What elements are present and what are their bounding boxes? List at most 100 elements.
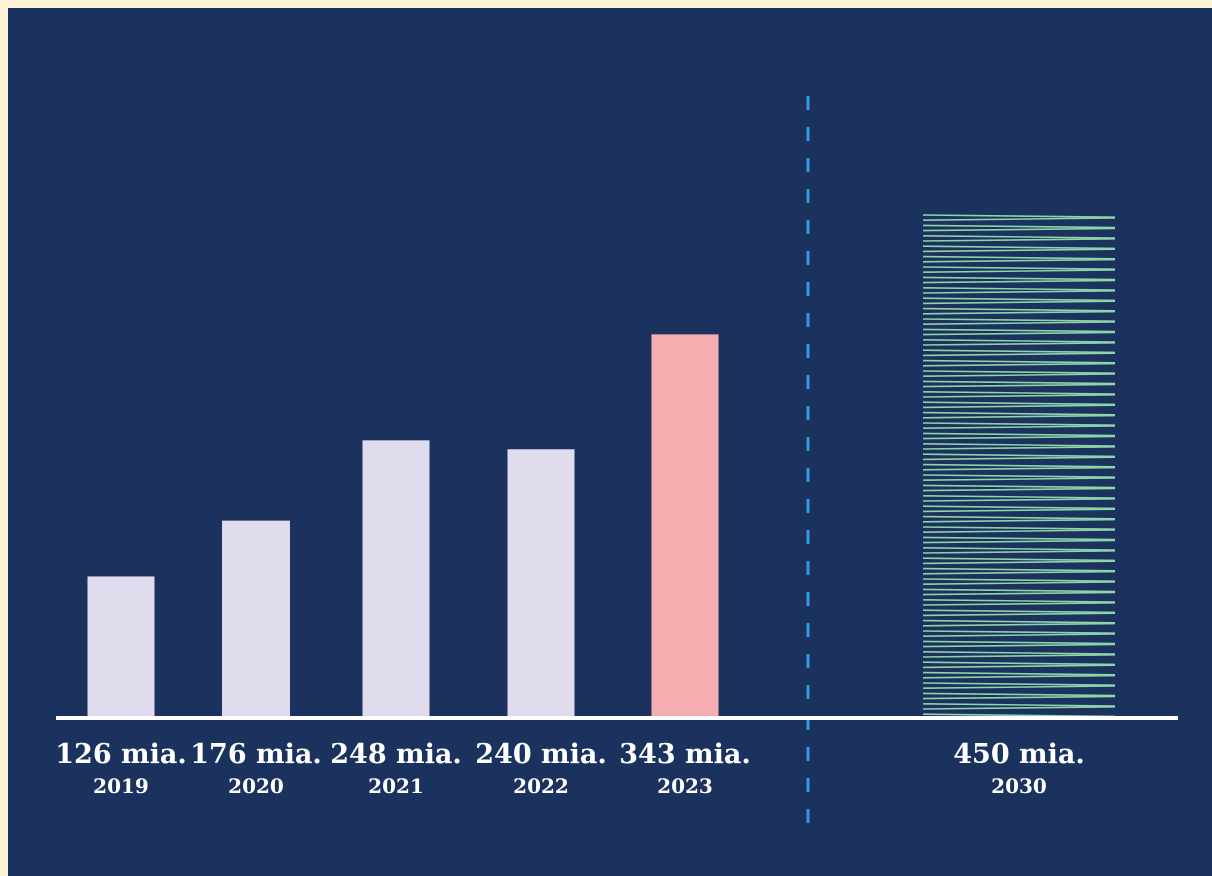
bar-hatch-line xyxy=(922,526,1116,530)
year-label-2030: 2030 xyxy=(991,774,1047,798)
bar-hatch-line xyxy=(922,674,1116,679)
bar-hatch-line xyxy=(922,269,1116,273)
bar-hatch-line xyxy=(922,297,1116,302)
year-label-2020: 2020 xyxy=(228,774,284,798)
bar-hatch-line xyxy=(922,238,1116,242)
bar-hatch-line xyxy=(922,383,1116,388)
bar-hatch-line xyxy=(922,307,1116,312)
bar-hatch-line xyxy=(922,321,1116,325)
bar-hatch-line xyxy=(922,591,1116,596)
bar-hatch-line xyxy=(922,373,1116,377)
bar-hatch-line xyxy=(922,622,1116,627)
bar-hatch-line xyxy=(922,599,1116,603)
bar-hatch-line xyxy=(922,446,1116,450)
bar-hatch-line xyxy=(922,380,1116,385)
bar-hatch-line xyxy=(922,477,1116,481)
bar-hatch-line xyxy=(922,214,1116,218)
bar-hatch-line xyxy=(922,422,1116,426)
bar-hatch-line xyxy=(922,276,1116,281)
bar-hatch-line xyxy=(922,498,1116,502)
bar-hatch-line xyxy=(922,695,1116,700)
bar-2021 xyxy=(362,440,430,717)
bar-hatch-line xyxy=(922,453,1116,458)
bar-hatch-line xyxy=(922,342,1116,346)
value-label-2030: 450 mia. xyxy=(953,739,1084,770)
bar-hatch-line xyxy=(922,349,1116,354)
bar-hatch-line xyxy=(922,588,1116,593)
bar-hatch-line xyxy=(922,692,1116,697)
bar-hatch-line xyxy=(922,359,1116,364)
bar-hatch-line xyxy=(922,245,1116,250)
bar-hatch-line xyxy=(922,671,1116,676)
bar-hatch-line xyxy=(922,456,1116,461)
bar-hatch-line xyxy=(922,300,1116,305)
bar-chart: 126 mia. 2019 176 mia. 2020 248 mia. 2021 240 … xyxy=(55,96,1178,838)
bar-hatch-line xyxy=(922,339,1116,343)
bar-hatch-line xyxy=(922,609,1116,614)
bar-hatch-line xyxy=(922,536,1116,541)
bar-hatch-line xyxy=(922,484,1116,489)
bar-hatch-line xyxy=(922,602,1116,606)
value-label-2021: 248 mia. xyxy=(330,739,461,770)
year-label-2019: 2019 xyxy=(93,774,149,798)
bar-hatch-line xyxy=(922,685,1116,689)
bar-hatch-line xyxy=(922,612,1116,617)
bar-hatch-line xyxy=(922,547,1116,551)
bar-2030 xyxy=(922,214,1116,718)
bar-hatch-line xyxy=(922,411,1116,416)
value-label-2023: 343 mia. xyxy=(619,739,750,770)
bar-hatch-line xyxy=(922,703,1116,707)
bar-2023 xyxy=(651,334,719,717)
year-label-2021: 2021 xyxy=(368,774,424,798)
bar-hatch-line xyxy=(922,654,1116,658)
bar-hatch-line xyxy=(922,643,1116,648)
bar-hatch-line xyxy=(922,578,1116,582)
year-label-2023: 2023 xyxy=(657,774,713,798)
bar-hatch-line xyxy=(922,227,1116,232)
bar-hatch-line xyxy=(922,370,1116,374)
bar-hatch-line xyxy=(922,518,1116,523)
bar-hatch-line xyxy=(922,443,1116,447)
bar-hatch-line xyxy=(922,287,1116,291)
bar-hatch-line xyxy=(922,487,1116,492)
bar-2019 xyxy=(87,576,155,717)
bar-hatch-line xyxy=(922,310,1116,315)
value-label-2019: 126 mia. xyxy=(55,739,186,770)
bar-2022 xyxy=(507,449,575,717)
bar-hatch-line xyxy=(922,432,1116,437)
bar-hatch-line xyxy=(922,630,1116,634)
bar-hatch-line xyxy=(922,581,1116,585)
bar-hatch-line xyxy=(922,391,1116,395)
bar-hatch-line xyxy=(922,664,1116,669)
bar-hatch-line xyxy=(922,414,1116,419)
bar-hatch-line xyxy=(922,463,1116,468)
bar-hatch-line xyxy=(922,331,1116,336)
bar-hatch-line xyxy=(922,560,1116,565)
bar-hatch-line xyxy=(922,401,1116,406)
bar-hatch-line xyxy=(922,404,1116,409)
bar-hatch-line xyxy=(922,508,1116,513)
chart-panel: 126 mia. 2019 176 mia. 2020 248 mia. 2021 240 … xyxy=(8,8,1212,876)
bar-hatch-line xyxy=(922,515,1116,520)
bar-hatch-line xyxy=(922,425,1116,429)
bar-hatch-line xyxy=(922,466,1116,471)
bar-hatch-line xyxy=(922,619,1116,624)
bar-hatch-line xyxy=(922,567,1116,572)
bar-hatch-line xyxy=(922,682,1116,686)
bar-hatch-line xyxy=(922,505,1116,510)
bar-hatch-line xyxy=(922,394,1116,398)
bar-hatch-line xyxy=(922,706,1116,710)
bar-hatch-line xyxy=(922,495,1116,499)
bar-hatch-line xyxy=(922,248,1116,253)
value-label-2022: 240 mia. xyxy=(475,739,606,770)
bar-hatch-line xyxy=(922,435,1116,440)
bar-hatch-line xyxy=(922,279,1116,284)
bar-hatch-line xyxy=(922,266,1116,270)
bar-hatch-line xyxy=(922,557,1116,562)
bar-hatch-line xyxy=(922,640,1116,645)
bar-hatch-line xyxy=(922,661,1116,666)
bar-hatch-line xyxy=(922,255,1116,260)
bar-hatch-line xyxy=(922,474,1116,478)
bar-hatch-line xyxy=(922,258,1116,263)
bar-hatch-line xyxy=(922,550,1116,554)
